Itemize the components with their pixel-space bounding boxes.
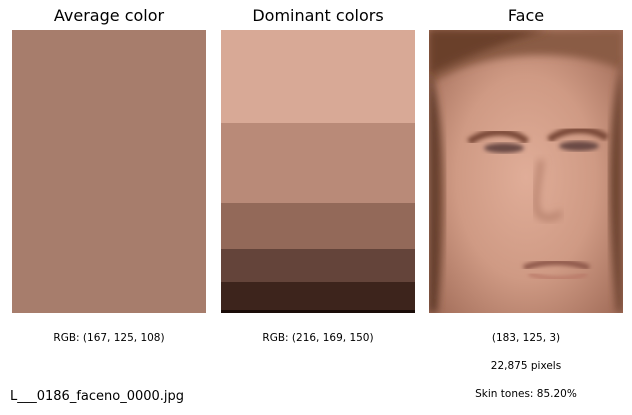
face-image-graphic (429, 30, 623, 313)
dominant-color-rgb: RGB: (216, 169, 150) (262, 332, 374, 344)
face-image (429, 30, 623, 313)
dominant-color-band (221, 30, 415, 124)
face-pixel-count: 22,875 pixels (490, 360, 562, 372)
skin-tone-percentage: Skin tones: 85.20% (475, 388, 577, 400)
dominant-colors-title: Dominant colors (252, 6, 384, 25)
face-rgb: (183, 125, 3) (491, 332, 561, 344)
filename-label: L___0186_faceno_0000.jpg (10, 389, 185, 404)
dominant-color-band (221, 202, 415, 250)
dominant-color-band (221, 123, 415, 203)
average-color-title: Average color (53, 6, 165, 25)
average-color-swatch (12, 30, 206, 313)
dominant-colors-swatches (221, 30, 415, 313)
dominant-color-band (221, 310, 415, 313)
dominant-color-band (221, 249, 415, 282)
face-title: Face (507, 6, 545, 25)
dominant-color-band (221, 281, 415, 311)
average-color-rgb: RGB: (167, 125, 108) (53, 332, 165, 344)
